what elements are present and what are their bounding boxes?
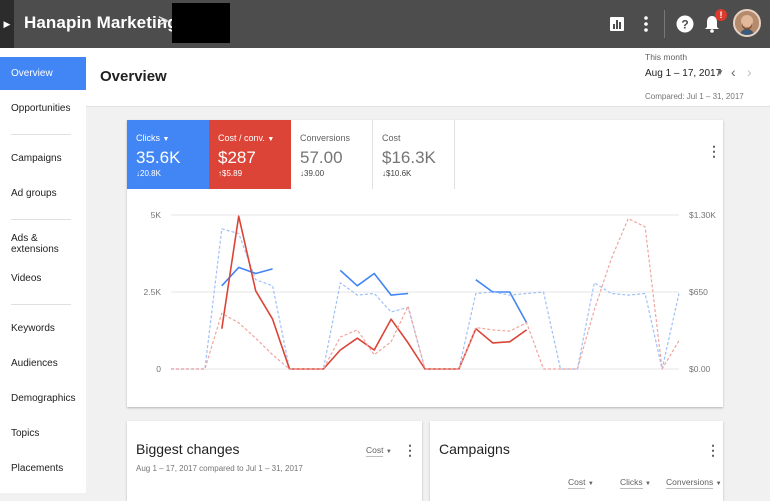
- chart-series: [171, 215, 680, 370]
- sidebar-divider: [11, 304, 71, 305]
- metric-label: Cost: [382, 133, 401, 143]
- metric-cost[interactable]: Cost $16.3K ↓$10.6K: [373, 120, 455, 189]
- y-left-tick-label: 2.5K: [144, 287, 162, 297]
- card-more-icon[interactable]: ⋮: [707, 143, 721, 159]
- y-right-tick-label: $650: [689, 287, 708, 297]
- sidebar-item-audiences[interactable]: Audiences: [11, 358, 58, 369]
- chart-gridlines: [171, 214, 679, 370]
- dropdown-arrow-icon: ▼: [267, 136, 275, 143]
- sidebar-item-ad-groups[interactable]: Ad groups: [11, 188, 57, 199]
- notification-badge: !: [715, 9, 727, 21]
- metric-conversions[interactable]: Conversions 57.00 ↓39.00: [291, 120, 373, 189]
- metric-label: Clicks ▼: [136, 133, 170, 143]
- date-range-compared: Compared: Jul 1 – 31, 2017: [645, 92, 744, 101]
- arrow-down-icon: ↓: [300, 169, 304, 178]
- sidebar-item-topics[interactable]: Topics: [11, 428, 40, 439]
- sidebar-item-placements[interactable]: Placements: [11, 463, 64, 474]
- sidebar-item-ads-extensions[interactable]: Ads & extensions: [11, 232, 59, 255]
- dropdown-arrow-icon: ▼: [162, 136, 170, 143]
- campaigns-title: Campaigns: [439, 441, 510, 457]
- biggest-changes-subtitle: Aug 1 – 17, 2017 compared to Jul 1 – 31,…: [136, 464, 303, 473]
- notifications-icon[interactable]: [700, 12, 724, 36]
- breadcrumb-separator-icon: >: [158, 11, 169, 31]
- more-vert-icon[interactable]: [634, 12, 658, 36]
- page-header: Overview This month Aug 1 – 17, 2017 ▼ ‹…: [86, 48, 770, 107]
- y-right-tick-label: $1.30K: [689, 210, 716, 220]
- chart-tick-labels: 5K $1.30K 2.5K $650 0 $0.00: [144, 210, 717, 374]
- help-icon[interactable]: ?: [673, 12, 697, 36]
- metric-value: $16.3K: [382, 148, 436, 167]
- biggest-changes-title: Biggest changes: [136, 441, 240, 457]
- metric-delta: ↓20.8K: [136, 169, 161, 178]
- previous-period-icon[interactable]: ‹: [731, 64, 736, 80]
- page-title: Overview: [100, 68, 167, 85]
- redacted-breadcrumb: [172, 3, 230, 43]
- biggest-changes-metric-dropdown[interactable]: Cost ▼: [366, 445, 392, 457]
- sidebar-item-keywords[interactable]: Keywords: [11, 323, 55, 334]
- column-header-cost[interactable]: Cost ▼: [568, 477, 594, 489]
- dropdown-arrow-icon: ▼: [645, 481, 651, 487]
- metric-label: Conversions: [300, 133, 351, 143]
- sidebar-item-opportunities[interactable]: Opportunities: [11, 103, 71, 114]
- sidebar-divider: [11, 134, 71, 135]
- metric-clicks[interactable]: Clicks ▼ 35.6K ↓20.8K: [127, 120, 209, 189]
- performance-card: Clicks ▼ 35.6K ↓20.8K Cost / conv. ▼ $28…: [127, 120, 723, 407]
- arrow-down-icon: ↓: [382, 169, 386, 178]
- date-range-picker[interactable]: Aug 1 – 17, 2017: [645, 68, 722, 79]
- dropdown-arrow-icon: ▼: [715, 481, 722, 487]
- metric-label: Cost / conv. ▼: [218, 133, 275, 143]
- expand-account-icon[interactable]: ▶: [0, 0, 14, 48]
- metric-delta: ↑$5.89: [218, 169, 243, 178]
- sidebar-item-videos[interactable]: Videos: [11, 273, 42, 284]
- sidebar-item-demographics[interactable]: Demographics: [11, 393, 76, 404]
- arrow-up-icon: ↑: [218, 169, 222, 178]
- metric-delta: ↓39.00: [300, 169, 325, 178]
- dropdown-arrow-icon: ▼: [385, 449, 392, 455]
- series-line-0: [475, 279, 528, 324]
- card-more-icon[interactable]: ⋮: [706, 442, 720, 458]
- column-header-conversions[interactable]: Conversions ▼: [666, 477, 722, 489]
- next-period-icon[interactable]: ›: [747, 64, 752, 80]
- metric-value: 57.00: [300, 148, 343, 167]
- campaigns-card: Campaigns ⋮ Cost ▼ Clicks ▼ Conversions …: [430, 421, 723, 501]
- top-app-bar: ▶ Hanapin Marketing LLC > ? !: [0, 0, 770, 48]
- y-left-tick-label: 0: [156, 364, 161, 374]
- biggest-changes-card: Biggest changes Aug 1 – 17, 2017 compare…: [127, 421, 422, 501]
- dropdown-arrow-icon: ▼: [587, 481, 594, 487]
- series-line-3: [171, 218, 680, 370]
- card-more-icon[interactable]: ⋮: [403, 442, 417, 458]
- metric-value: 35.6K: [136, 148, 181, 167]
- metric-value: $287: [218, 148, 256, 167]
- series-line-0: [339, 269, 409, 296]
- y-right-tick-label: $0.00: [689, 364, 711, 374]
- metric-cost-per-conversion[interactable]: Cost / conv. ▼ $287 ↑$5.89: [209, 120, 291, 189]
- y-left-tick-label: 5K: [151, 210, 162, 220]
- svg-text:?: ?: [681, 18, 688, 32]
- avatar[interactable]: [733, 9, 761, 37]
- account-name[interactable]: Hanapin Marketing LLC: [24, 13, 216, 32]
- date-range-label: This month: [645, 52, 688, 62]
- sidebar-item-campaigns[interactable]: Campaigns: [11, 153, 62, 164]
- column-header-clicks[interactable]: Clicks ▼: [620, 477, 651, 489]
- sidebar: Overview Opportunities Campaigns Ad grou…: [0, 48, 86, 493]
- sidebar-item-overview[interactable]: Overview: [0, 57, 86, 90]
- arrow-down-icon: ↓: [136, 169, 140, 178]
- performance-chart: 5K $1.30K 2.5K $650 0 $0.00: [144, 210, 717, 374]
- sidebar-divider: [11, 219, 71, 220]
- reports-icon[interactable]: [605, 12, 629, 36]
- date-range-dropdown-icon[interactable]: ▼: [716, 68, 724, 77]
- toolbar-divider: [664, 10, 665, 38]
- metric-delta: ↓$10.6K: [382, 169, 412, 178]
